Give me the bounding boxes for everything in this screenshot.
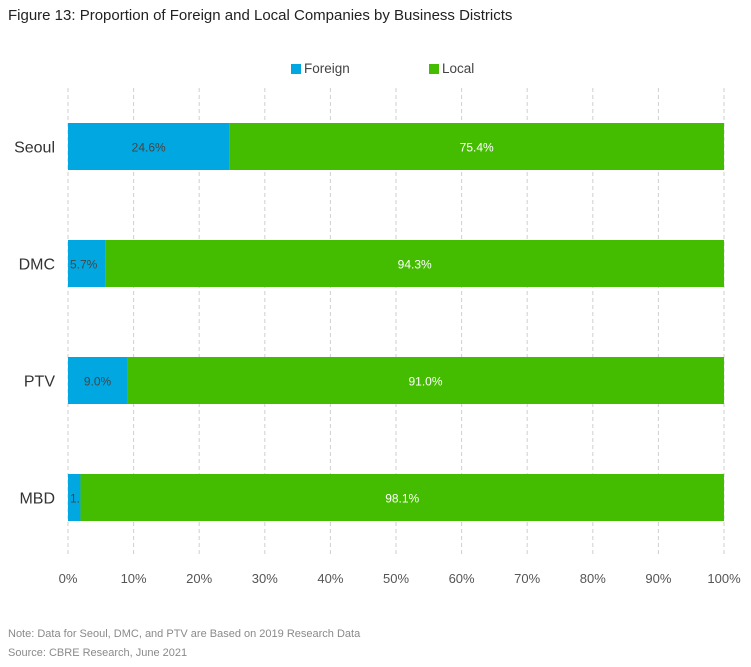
bar-foreign <box>68 474 81 521</box>
data-label-foreign: 24.6% <box>132 141 166 155</box>
x-tick-label: 30% <box>252 571 278 586</box>
legend-swatch-local <box>429 63 439 74</box>
x-tick-label: 80% <box>580 571 606 586</box>
x-tick-label: 70% <box>514 571 540 586</box>
bar-local <box>80 474 725 521</box>
chart-legend: Foreign Local <box>0 61 751 79</box>
chart-title: Figure 13: Proportion of Foreign and Loc… <box>8 7 513 24</box>
bar-foreign <box>68 240 106 287</box>
data-label-local: 91.0% <box>409 375 443 389</box>
x-tick-label: 20% <box>186 571 212 586</box>
data-label-local: 98.1% <box>385 492 419 506</box>
x-tick-label: 60% <box>449 571 475 586</box>
data-label-foreign: 5.7% <box>70 258 98 272</box>
bar-local <box>105 240 725 287</box>
bar-local <box>229 123 724 170</box>
data-label-local: 94.3% <box>398 258 432 272</box>
category-label: DMC <box>19 257 55 274</box>
category-label: PTV <box>24 374 55 391</box>
bar-foreign <box>68 357 128 404</box>
bar-foreign <box>68 123 230 170</box>
x-tick-label: 100% <box>707 571 741 586</box>
legend-swatch-foreign <box>291 63 301 74</box>
legend-item-foreign: Foreign <box>291 61 350 76</box>
category-label: MBD <box>19 491 55 508</box>
x-tick-label: 0% <box>59 571 78 586</box>
legend-label-foreign: Foreign <box>304 61 350 76</box>
legend-item-local: Local <box>429 61 474 76</box>
x-tick-label: 10% <box>121 571 147 586</box>
x-tick-label: 40% <box>317 571 343 586</box>
data-label-local: 75.4% <box>460 141 494 155</box>
legend-label-local: Local <box>442 61 475 76</box>
chart-note: Note: Data for Seoul, DMC, and PTV are B… <box>8 628 361 640</box>
category-label: Seoul <box>14 140 55 157</box>
x-tick-label: 90% <box>645 571 671 586</box>
bar-local <box>127 357 725 404</box>
x-tick-label: 50% <box>383 571 409 586</box>
chart-source: Source: CBRE Research, June 2021 <box>8 647 188 659</box>
data-label-foreign: 9.0% <box>84 375 112 389</box>
